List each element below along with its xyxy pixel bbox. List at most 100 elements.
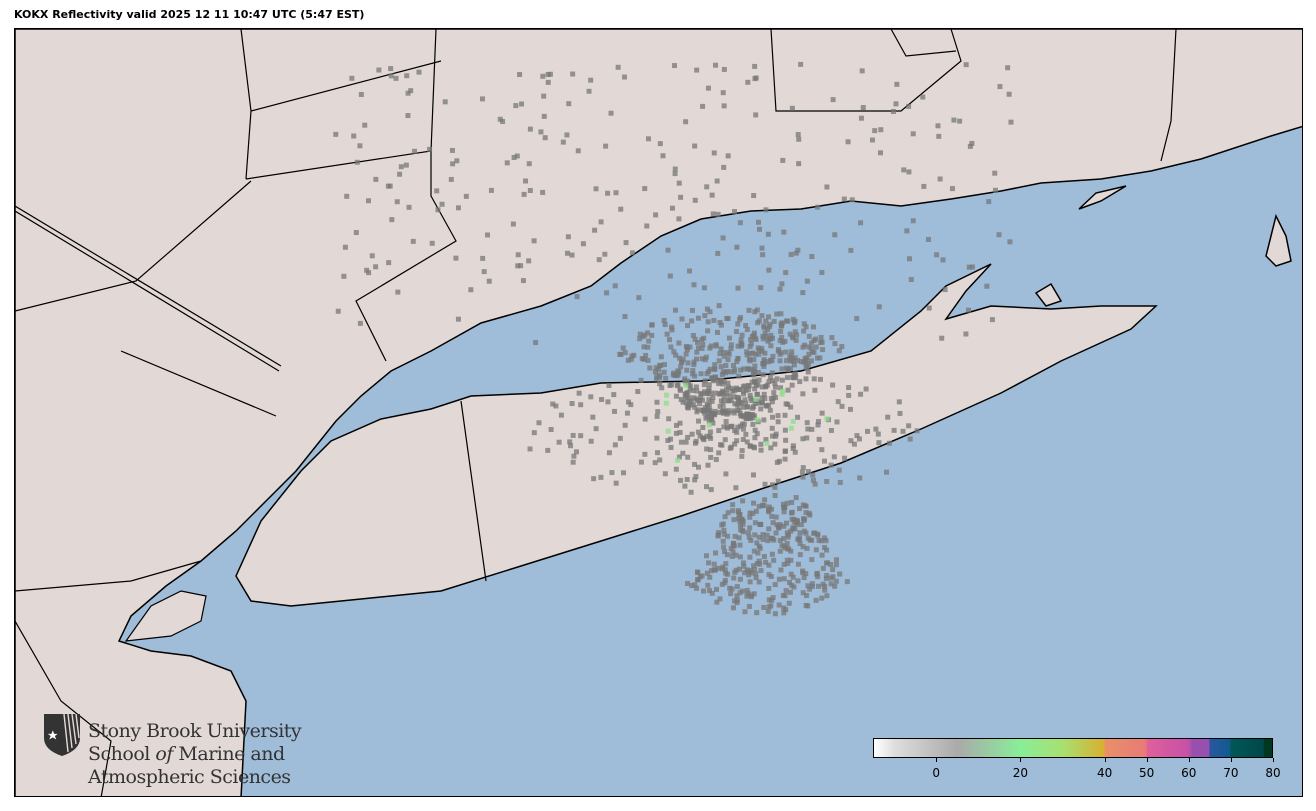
radar-echo [833, 562, 839, 568]
radar-echo [1005, 65, 1011, 71]
radar-echo [751, 404, 757, 410]
radar-echo [740, 404, 746, 410]
radar-echo [730, 502, 736, 508]
radar-echo [675, 457, 681, 463]
radar-echo [791, 584, 797, 590]
radar-echo [789, 349, 795, 355]
radar-echo [637, 336, 643, 342]
radar-echo [747, 579, 753, 585]
radar-echo [617, 435, 623, 441]
radar-echo [767, 407, 773, 413]
radar-echo [797, 530, 803, 536]
radar-echo [785, 560, 791, 566]
radar-echo [725, 510, 731, 516]
radar-echo [724, 315, 730, 321]
fishers-island [1078, 185, 1127, 210]
radar-echo [784, 520, 790, 526]
radar-echo [678, 477, 684, 483]
radar-echo [410, 238, 416, 244]
radar-echo [713, 550, 719, 556]
radar-echo [404, 73, 410, 79]
radar-echo [716, 377, 722, 383]
radar-echo [777, 351, 783, 357]
radar-echo [726, 351, 732, 357]
radar-echo [741, 563, 747, 569]
radar-echo [710, 420, 716, 426]
radar-echo [709, 398, 715, 404]
radar-echo [992, 170, 998, 176]
radar-echo [734, 597, 740, 603]
radar-echo [674, 422, 680, 428]
radar-echo [682, 378, 688, 384]
radar-echo [712, 408, 718, 414]
radar-echo [718, 377, 724, 383]
radar-echo [683, 400, 689, 406]
logo-text: Marine and [172, 743, 285, 765]
radar-echo [793, 337, 799, 343]
radar-echo [661, 362, 667, 368]
radar-echo [800, 391, 806, 397]
radar-echo [760, 252, 766, 258]
radar-echo [751, 330, 757, 336]
radar-echo [564, 250, 570, 256]
radar-echo [737, 542, 743, 548]
radar-echo [683, 439, 689, 445]
radar-echo [717, 442, 723, 448]
radar-echo [758, 447, 764, 453]
radar-echo [785, 534, 791, 540]
radar-echo [672, 166, 678, 172]
radar-echo [722, 567, 728, 573]
radar-echo [732, 441, 738, 447]
radar-echo [772, 384, 778, 390]
radar-echo [685, 434, 691, 440]
radar-echo [662, 471, 668, 477]
radar-echo [611, 392, 617, 398]
radar-echo [693, 384, 699, 390]
radar-echo [598, 219, 604, 225]
radar-echo [754, 540, 760, 546]
radar-echo [669, 327, 675, 333]
radar-echo [721, 393, 727, 399]
radar-echo [711, 567, 717, 573]
radar-echo [645, 344, 651, 350]
radar-echo [702, 405, 708, 411]
radar-echo [645, 330, 651, 336]
radar-map[interactable] [14, 28, 1303, 797]
colorbar-tick-mark [1188, 758, 1190, 762]
radar-echo [775, 348, 781, 354]
radar-echo [668, 344, 674, 350]
radar-echo [333, 131, 339, 137]
radar-echo [640, 334, 646, 340]
radar-echo [845, 139, 851, 145]
radar-echo [362, 122, 368, 128]
radar-echo [569, 401, 575, 407]
radar-echo [717, 319, 723, 325]
radar-echo [609, 470, 615, 476]
radar-echo [756, 579, 762, 585]
radar-echo [805, 426, 811, 432]
radar-echo [752, 351, 758, 357]
radar-echo [835, 399, 841, 405]
radar-echo [805, 583, 811, 589]
radar-echo [785, 546, 791, 552]
radar-echo [517, 72, 523, 78]
radar-echo [747, 525, 753, 531]
radar-echo [796, 136, 802, 142]
radar-echo [645, 136, 651, 142]
radar-echo [791, 362, 797, 368]
radar-echo [654, 450, 660, 456]
radar-echo [894, 81, 900, 87]
radar-echo [395, 289, 401, 295]
radar-echo [781, 523, 787, 529]
radar-echo [657, 457, 663, 463]
radar-echo [788, 528, 794, 534]
radar-echo [884, 469, 890, 475]
radar-echo [776, 458, 782, 464]
radar-echo [809, 583, 815, 589]
radar-echo [763, 559, 769, 565]
radar-echo [846, 385, 852, 391]
radar-echo [739, 528, 745, 534]
radar-echo [782, 427, 788, 433]
radar-echo [748, 395, 754, 401]
radar-echo [984, 283, 990, 289]
